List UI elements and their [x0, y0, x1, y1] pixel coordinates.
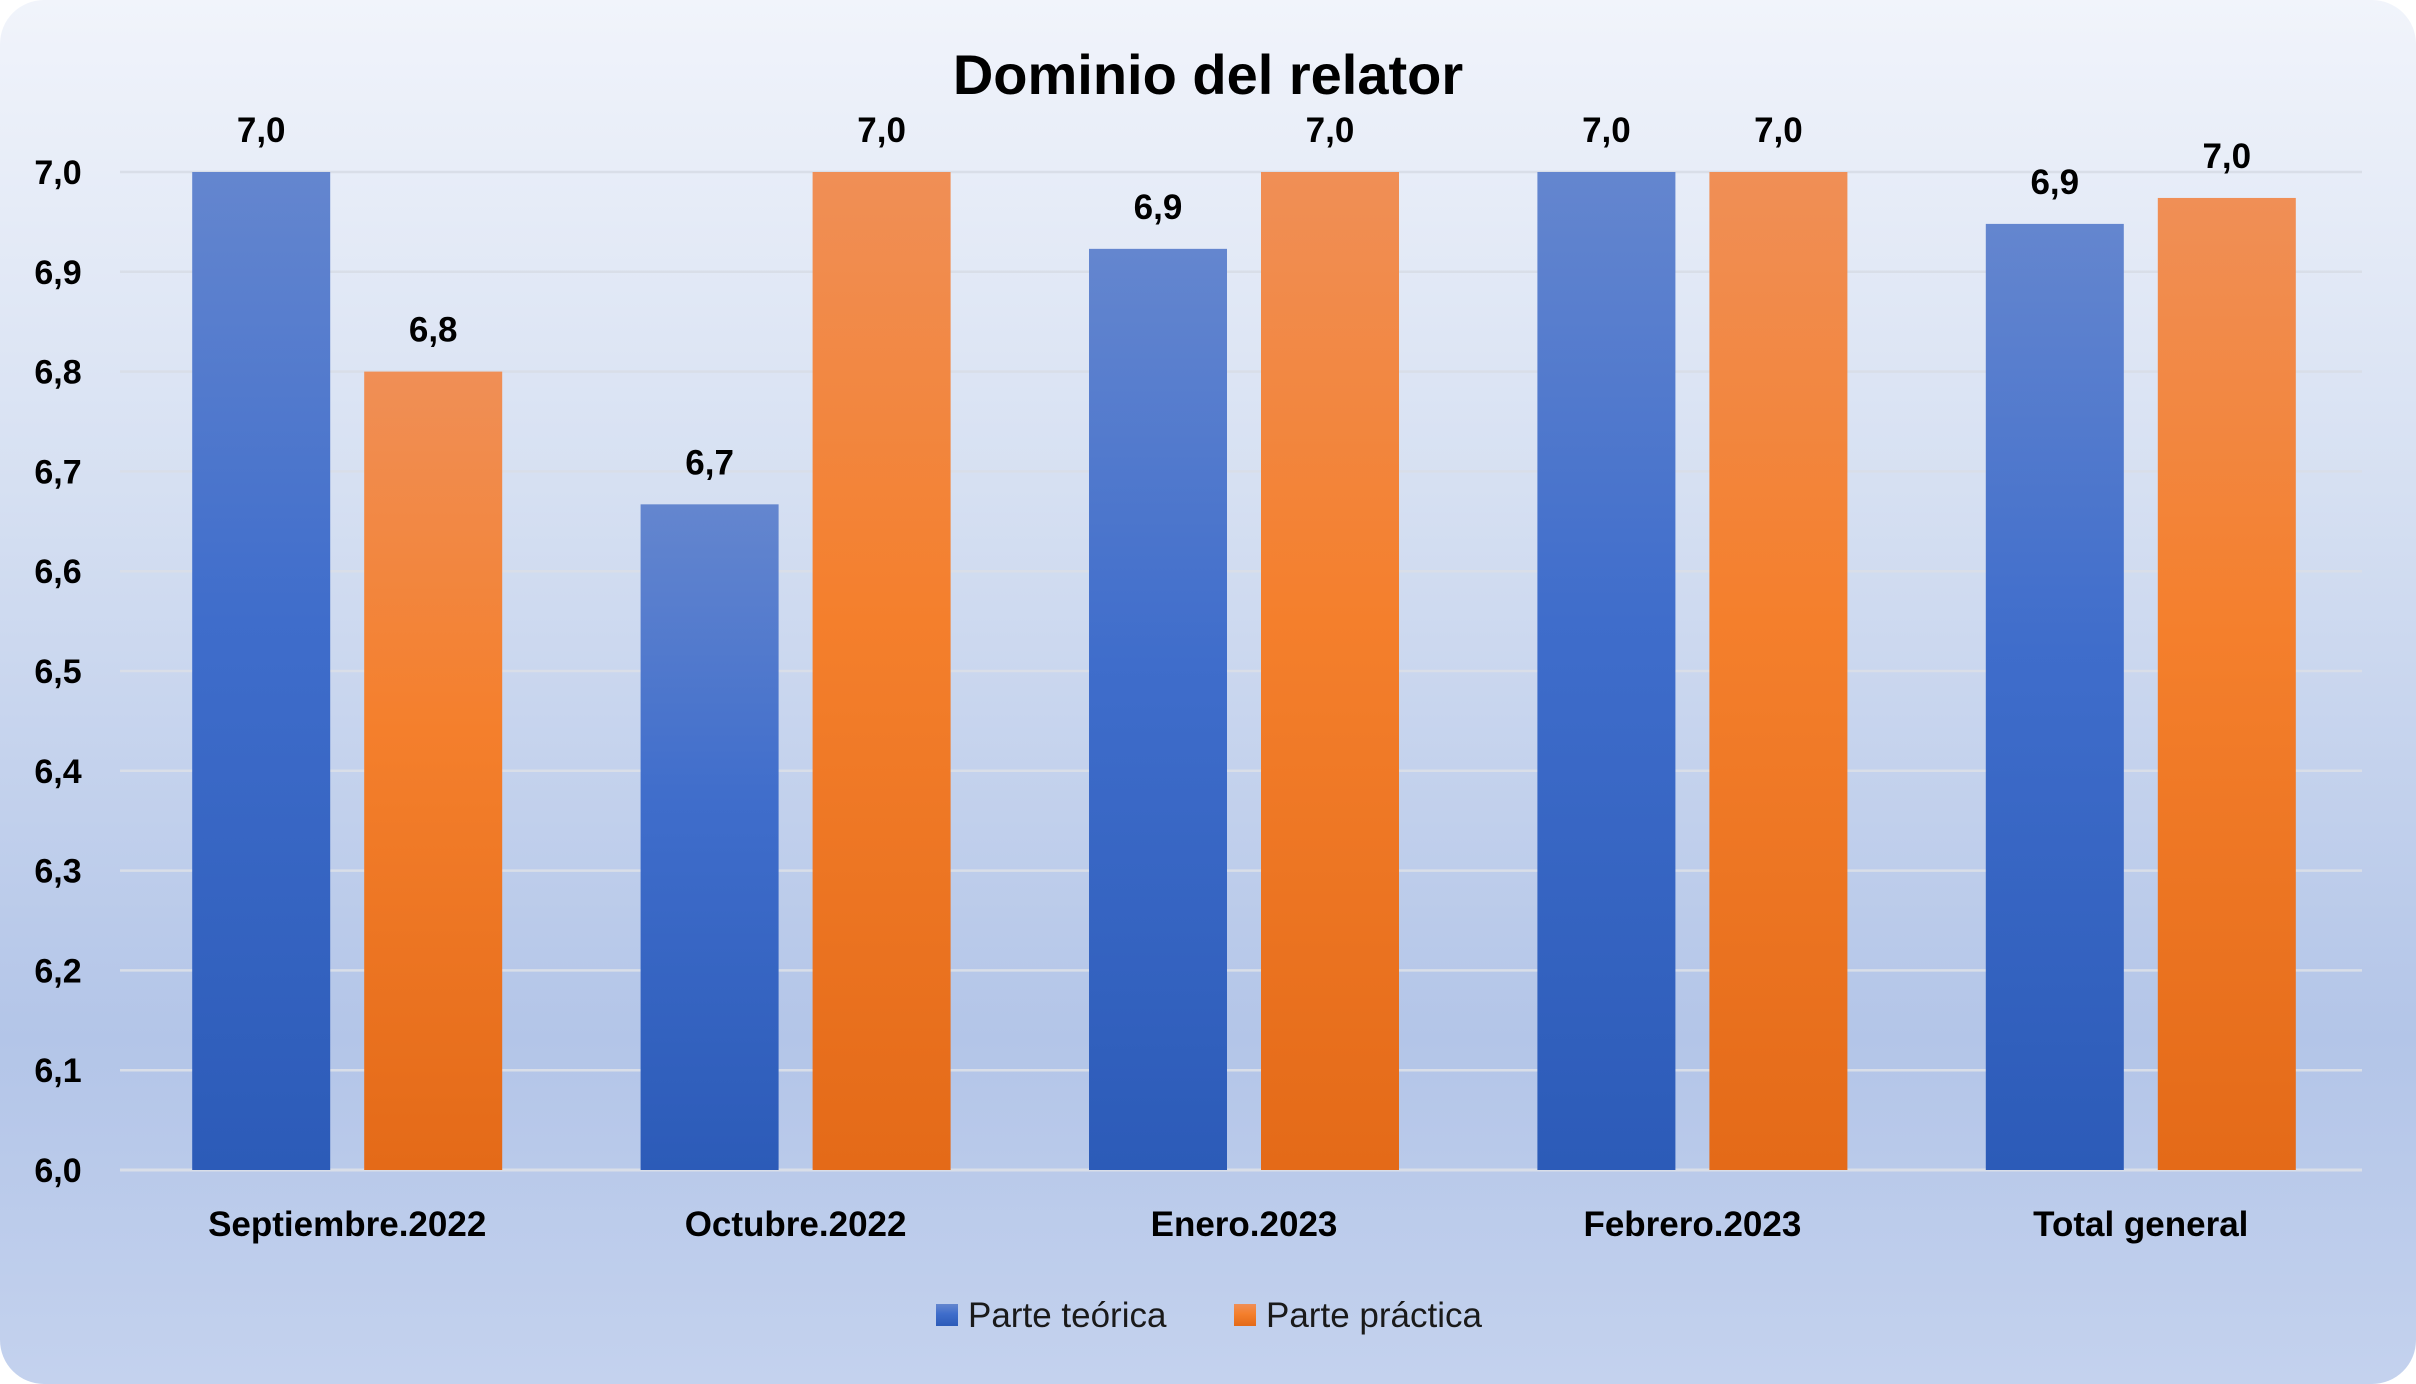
chart-title: Dominio del relator — [953, 43, 1463, 106]
bar-parte-teorica — [640, 504, 779, 1171]
category-label: Total general — [2033, 1205, 2248, 1244]
data-label: 7,0 — [857, 111, 906, 150]
category-label: Febrero.2023 — [1583, 1205, 1801, 1244]
y-tick-label: 6,2 — [34, 952, 81, 990]
category-label: Septiembre.2022 — [208, 1205, 486, 1244]
bar-parte-practica — [364, 371, 503, 1171]
legend-swatch-parte-teorica — [936, 1304, 958, 1326]
y-axis-ticks: 6,0 6,1 6,2 6,3 6,4 6,5 6,6 6,7 6,8 6,9 7,0 — [34, 154, 81, 1190]
data-labels: 7,0 6,8 6,7 7,0 6,9 7,0 7,0 7,0 6,9 7,0 — [237, 111, 2251, 482]
bar-parte-teorica — [1537, 172, 1676, 1170]
data-label: 6,8 — [409, 311, 458, 350]
y-tick-label: 6,9 — [34, 254, 81, 292]
bars — [192, 172, 2296, 1171]
data-label: 7,0 — [237, 111, 286, 150]
y-tick-label: 6,7 — [34, 453, 81, 491]
y-tick-label: 6,8 — [34, 354, 81, 392]
data-label: 6,7 — [685, 443, 734, 482]
legend-label-parte-practica: Parte práctica — [1266, 1296, 1482, 1335]
legend-label-parte-teorica: Parte teórica — [968, 1296, 1167, 1335]
bar-parte-teorica — [1985, 223, 2124, 1170]
data-label: 6,9 — [2030, 163, 2079, 202]
y-tick-label: 6,4 — [34, 753, 81, 791]
bar-parte-practica — [812, 172, 951, 1170]
legend-swatch-parte-practica — [1234, 1304, 1256, 1326]
data-label: 7,0 — [1582, 111, 1631, 150]
legend: Parte teórica Parte práctica — [936, 1296, 1482, 1335]
data-label: 7,0 — [1754, 111, 1803, 150]
bar-parte-practica — [2157, 197, 2296, 1170]
y-tick-label: 7,0 — [34, 154, 81, 192]
bar-parte-teorica — [192, 172, 331, 1170]
data-label: 7,0 — [2202, 137, 2251, 176]
data-label: 6,9 — [1134, 188, 1183, 227]
y-tick-label: 6,5 — [34, 653, 81, 691]
y-tick-label: 6,1 — [34, 1052, 81, 1090]
bar-parte-practica — [1709, 172, 1848, 1170]
bar-parte-teorica — [1089, 248, 1227, 1170]
category-label: Enero.2023 — [1151, 1205, 1338, 1244]
category-label: Octubre.2022 — [685, 1205, 907, 1244]
data-label: 7,0 — [1306, 111, 1355, 150]
y-tick-label: 6,0 — [34, 1152, 81, 1190]
bar-parte-practica — [1261, 172, 1399, 1170]
y-tick-label: 6,3 — [34, 853, 81, 891]
y-tick-label: 6,6 — [34, 553, 81, 591]
x-axis-categories: Septiembre.2022 Octubre.2022 Enero.2023 Feb… — [208, 1205, 2248, 1244]
